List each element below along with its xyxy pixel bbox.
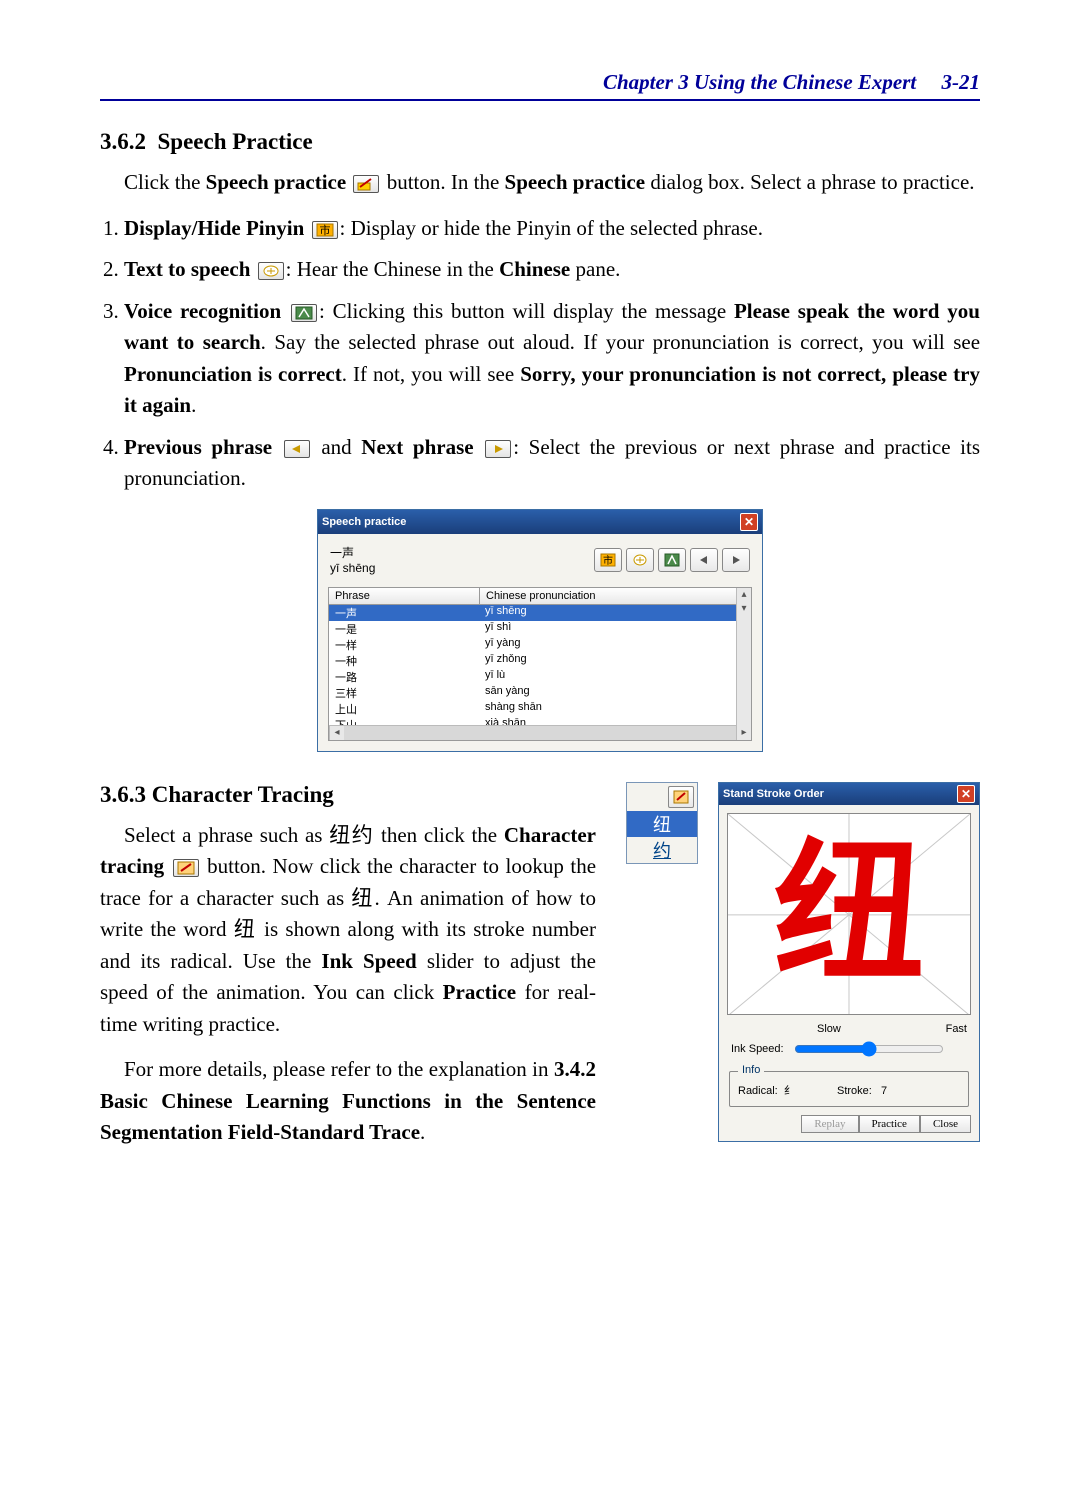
table-row[interactable]: 一声yī shēng	[329, 605, 751, 621]
pinyin-button[interactable]: 市	[594, 548, 622, 572]
svg-text:市: 市	[319, 223, 330, 237]
list-item: Voice recognition : Clicking this button…	[124, 296, 980, 422]
list-item: Display/Hide Pinyin 市 : Display or hide …	[124, 213, 980, 245]
table-row[interactable]: 一是yī shì	[329, 621, 751, 637]
dialog-titlebar[interactable]: Speech practice ✕	[318, 510, 762, 534]
list-item: Previous phrase and Next phrase : Select…	[124, 432, 980, 495]
section-heading-2: 3.6.3 Character Tracing	[100, 782, 596, 808]
stroke-canvas: 纽	[727, 813, 971, 1015]
prev-button[interactable]	[690, 548, 718, 572]
svg-text:市: 市	[603, 554, 613, 567]
close-button[interactable]: Close	[920, 1115, 971, 1133]
svg-text:纽: 纽	[773, 830, 924, 998]
dialog-titlebar[interactable]: Stand Stroke Order ✕	[719, 783, 979, 805]
speech-practice-dialog: Speech practice ✕ 一声 yī shēng 市 Phrase C…	[317, 509, 763, 752]
practice-button[interactable]: Practice	[859, 1115, 920, 1133]
next-button[interactable]	[722, 548, 750, 572]
vertical-scrollbar[interactable]: ▴ ▾	[736, 588, 751, 726]
tts-button[interactable]	[626, 548, 654, 572]
column-header[interactable]: Chinese pronunciation	[480, 588, 751, 604]
close-icon[interactable]: ✕	[957, 785, 975, 803]
current-phrase: 一声 yī shēng	[330, 544, 375, 575]
speech-practice-icon	[353, 175, 379, 193]
voice-recognition-icon	[291, 304, 317, 322]
phrase-rows: 一声yī shēng一是yī shì一样yī yàng一种yī zhǒng一路y…	[329, 605, 751, 725]
table-row[interactable]: 一种yī zhǒng	[329, 653, 751, 669]
tracing-paragraph-2: For more details, please refer to the ex…	[100, 1054, 596, 1149]
char-list[interactable]: 纽约	[627, 811, 697, 863]
table-row[interactable]: 三样sān yàng	[329, 685, 751, 701]
list-item: Text to speech : Hear the Chinese in the…	[124, 254, 980, 286]
trace-button[interactable]	[668, 786, 694, 808]
table-row[interactable]: 一样yī yàng	[329, 637, 751, 653]
close-icon[interactable]: ✕	[740, 513, 758, 531]
voice-button[interactable]	[658, 548, 686, 572]
table-row[interactable]: 一路yī lù	[329, 669, 751, 685]
char-item[interactable]: 纽	[627, 811, 697, 837]
chapter-title: Chapter 3 Using the Chinese Expert	[603, 70, 916, 94]
feature-list: Display/Hide Pinyin 市 : Display or hide …	[100, 213, 980, 495]
table-row[interactable]: 下山xià shān	[329, 717, 751, 725]
ink-speed-slider[interactable]	[794, 1039, 944, 1059]
replay-button[interactable]: Replay	[801, 1115, 858, 1133]
section-heading-1: 3.6.2 Speech Practice	[100, 129, 980, 155]
tts-icon	[258, 262, 284, 280]
character-popup: 纽约	[626, 782, 698, 864]
pinyin-icon: 市	[312, 221, 338, 239]
scroll-up-icon: ▴	[737, 588, 751, 602]
stroke-order-dialog: Stand Stroke Order ✕ 纽 Slow Fast	[718, 782, 980, 1142]
table-row[interactable]: 上山shàng shān	[329, 701, 751, 717]
ink-speed-label: Ink Speed:	[731, 1043, 784, 1055]
scroll-down-icon: ▾	[737, 602, 751, 616]
column-header[interactable]: Phrase	[329, 588, 480, 604]
page-header: Chapter 3 Using the Chinese Expert 3-21	[100, 70, 980, 101]
page-number: 3-21	[942, 70, 981, 94]
character-tracing-icon	[173, 859, 199, 877]
scroll-right-icon: ▸	[736, 726, 751, 740]
intro-paragraph: Click the Speech practice button. In the…	[100, 167, 980, 199]
next-phrase-icon	[485, 440, 511, 458]
tracing-paragraph-1: Select a phrase such as 纽约 then click th…	[100, 820, 596, 1041]
char-item[interactable]: 约	[627, 837, 697, 863]
info-group: Info Radical: 纟 Stroke: 7	[729, 1071, 969, 1107]
horizontal-scrollbar[interactable]: ◂ ▸	[329, 725, 751, 740]
prev-phrase-icon	[284, 440, 310, 458]
phrase-list[interactable]: Phrase Chinese pronunciation 一声yī shēng一…	[328, 587, 752, 741]
scroll-left-icon: ◂	[329, 726, 344, 740]
